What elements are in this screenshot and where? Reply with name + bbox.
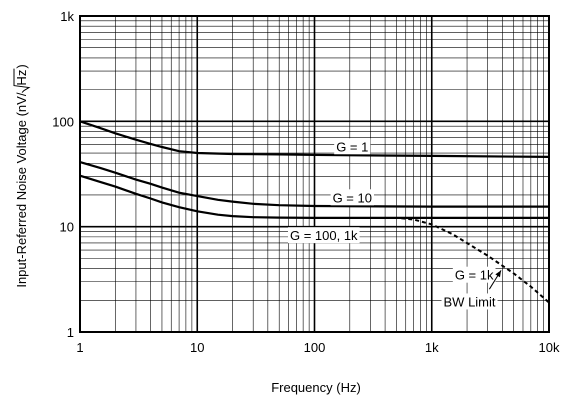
- annotation-g-10: G = 10: [333, 190, 372, 205]
- y-tick-labels: 1 10 100 1k: [52, 9, 74, 340]
- y-axis-title: Input-Referred Noise Voltage (nV/ Hz ): [13, 64, 31, 288]
- y-tick-label: 10: [60, 220, 74, 235]
- series-line-g-10: [79, 161, 549, 208]
- x-tick-label: 100: [304, 340, 326, 355]
- y-tick-label: 100: [52, 114, 74, 129]
- y-axis-title-radical-sign: [13, 68, 31, 93]
- annotation-g-1k: G = 1k: [455, 268, 494, 283]
- y-tick-label: 1k: [60, 9, 74, 24]
- series-line-g-1: [79, 120, 550, 158]
- y-tick-label: 1: [67, 325, 74, 340]
- y-axis-title-radicand: Hz: [14, 70, 29, 86]
- annotation-layer: G = 1 G = 10 G = 100, 1k G = 1k BW Limit: [287, 138, 502, 310]
- x-tick-label: 1: [76, 340, 83, 355]
- annotation-g-1: G = 1: [336, 139, 368, 154]
- x-tick-labels: 1 10 100 1k 10k: [76, 340, 560, 355]
- series-line-g-1k-bw-limit: [401, 217, 550, 304]
- y-axis-title-suffix: ): [14, 64, 29, 68]
- y-axis-title-prefix: Input-Referred Noise Voltage (nV/: [14, 92, 29, 287]
- annotation-background: [334, 138, 371, 155]
- annotation-arrowhead: [495, 270, 502, 278]
- annotation-background: [441, 293, 498, 310]
- x-tick-label: 1k: [425, 340, 439, 355]
- annotation-bw-limit: BW Limit: [444, 294, 496, 309]
- annotation-g-100-1k: G = 100, 1k: [290, 228, 358, 243]
- series-line-g-100-1k: [79, 174, 549, 219]
- x-tick-label: 10: [190, 340, 204, 355]
- annotation-background: [330, 189, 374, 206]
- annotation-background: [452, 266, 496, 283]
- series-layer: [79, 120, 550, 304]
- annotation-background: [287, 227, 360, 244]
- x-tick-label: 10k: [539, 340, 560, 355]
- plot-frame: [79, 15, 550, 333]
- x-axis-title: Frequency (Hz): [271, 380, 361, 395]
